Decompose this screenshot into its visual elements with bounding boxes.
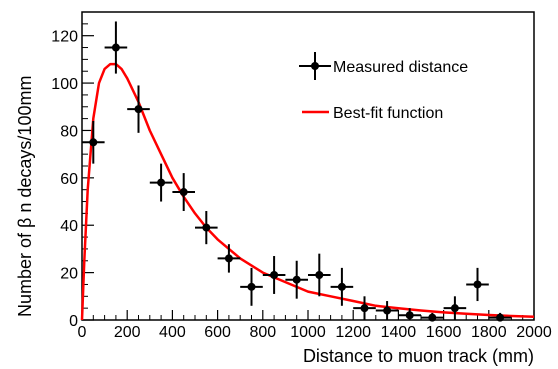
legend-label-measured: Measured distance [333, 59, 468, 76]
y-tick-label: 0 [69, 313, 78, 330]
data-point [82, 120, 105, 164]
data-point [398, 308, 421, 320]
point-marker [179, 188, 188, 197]
x-tick-label: 600 [204, 324, 231, 341]
point-marker [247, 282, 256, 291]
data-point [195, 211, 218, 245]
data-point [421, 312, 444, 322]
data-point [488, 312, 512, 322]
y-tick-label: 120 [51, 29, 78, 46]
y-tick-label: 80 [60, 123, 78, 140]
point-marker [496, 313, 505, 322]
point-marker [315, 270, 324, 279]
data-point [262, 256, 286, 294]
data-point [353, 296, 376, 320]
data-point [375, 301, 399, 320]
x-tick-label: 1200 [335, 324, 371, 341]
fit-curve [80, 62, 535, 321]
data-points-layer [82, 21, 512, 322]
y-tick-label: 60 [60, 171, 78, 188]
point-marker [428, 313, 437, 322]
legend-marker-point [311, 62, 319, 70]
fit-curve-layer [80, 62, 535, 321]
y-tick-label: 100 [51, 76, 78, 93]
data-point [149, 163, 173, 202]
y-tick-label: 20 [60, 266, 78, 283]
x-tick-label: 200 [114, 324, 141, 341]
x-tick-label: 1000 [290, 324, 326, 341]
data-point [466, 267, 489, 302]
point-marker [405, 311, 414, 320]
tick-labels: 0 200 400 600 800 1000 1200 1400 1600 1800 2000 0 20… [51, 29, 552, 341]
x-axis-title: Distance to muon track (mm) [303, 346, 534, 366]
x-tick-label: 2000 [516, 324, 552, 341]
data-point [172, 173, 195, 212]
y-tick-label: 40 [60, 218, 78, 235]
point-marker [360, 304, 369, 313]
data-point [217, 244, 241, 273]
data-point [240, 267, 263, 306]
data-point [308, 253, 331, 297]
point-marker [473, 280, 482, 289]
y-axis-title: Number of β n decays/100mm [15, 76, 35, 317]
data-point [330, 267, 354, 306]
point-marker [224, 254, 233, 263]
legend-label-fit: Best-fit function [333, 105, 443, 122]
axis-ticks [81, 11, 535, 321]
x-tick-label: 1400 [381, 324, 417, 341]
x-tick-label: 1600 [426, 324, 462, 341]
point-marker [270, 270, 279, 279]
data-point [127, 85, 150, 133]
point-marker [111, 43, 120, 52]
data-point [285, 260, 308, 299]
point-marker [450, 304, 459, 313]
x-tick-label: 0 [78, 324, 87, 341]
point-marker [337, 282, 346, 291]
point-marker [383, 306, 392, 315]
point-marker [157, 178, 166, 187]
point-marker [202, 223, 211, 232]
data-point [104, 21, 128, 74]
data-point [443, 296, 467, 320]
point-marker [134, 105, 143, 114]
point-marker [292, 275, 301, 284]
x-tick-label: 1800 [471, 324, 507, 341]
x-tick-label: 800 [249, 324, 276, 341]
legend: Measured distance Best-fit function [299, 52, 468, 122]
x-tick-label: 400 [159, 324, 186, 341]
point-marker [89, 138, 98, 147]
